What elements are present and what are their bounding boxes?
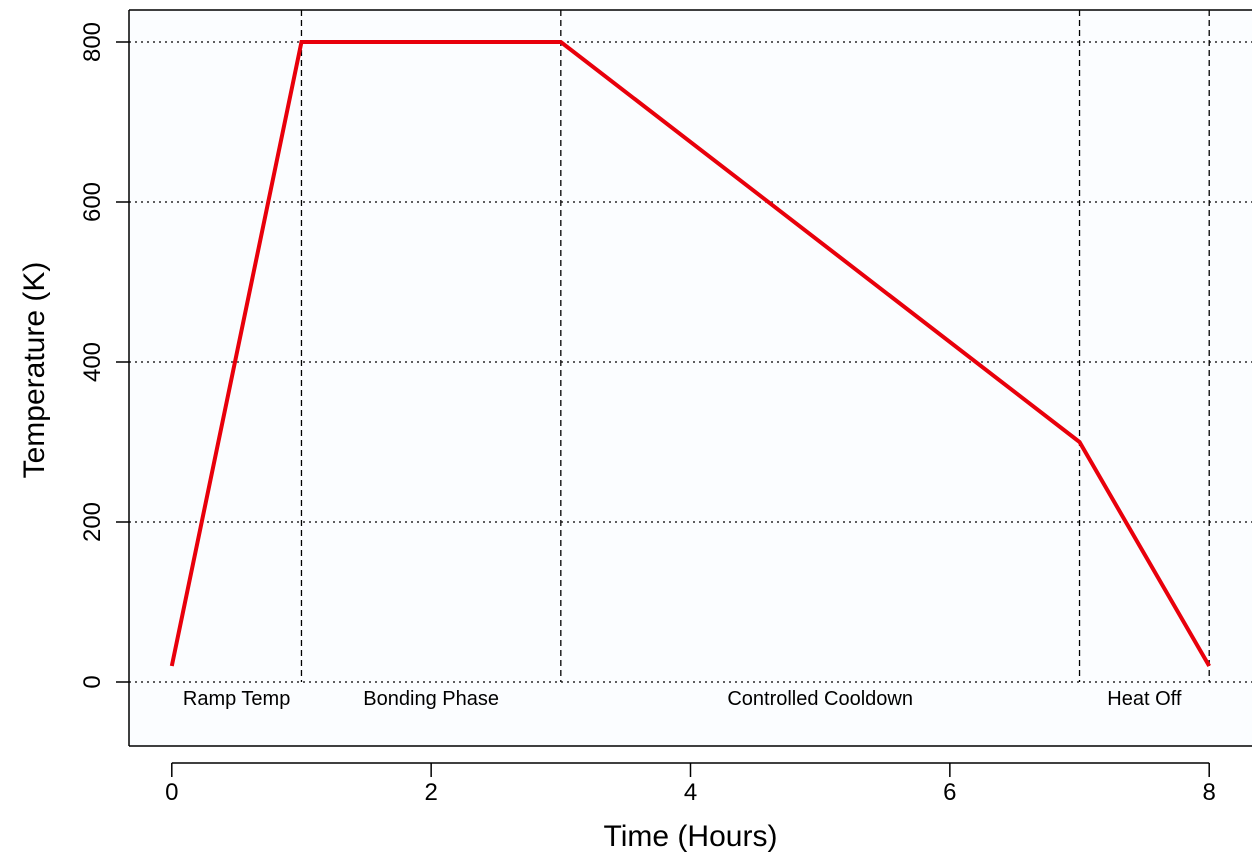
phase-labels: Ramp Temp Bonding Phase Controlled Cooldow… bbox=[183, 688, 1182, 710]
y-axis-title: Temperature (K) bbox=[18, 262, 51, 479]
x-tick-label: 2 bbox=[424, 779, 437, 806]
phase-boundaries bbox=[300, 10, 1210, 682]
y-tick-label: 600 bbox=[79, 182, 106, 222]
x-tick-label: 8 bbox=[1203, 779, 1216, 806]
series-layer bbox=[169, 40, 1211, 668]
phase-label: Controlled Cooldown bbox=[727, 688, 913, 710]
y-tick-label: 200 bbox=[79, 502, 106, 542]
phase-label: Heat Off bbox=[1107, 688, 1182, 710]
y-tick-label: 0 bbox=[79, 675, 106, 688]
axes: 0 2 4 6 8 0 200 400 600 800 bbox=[79, 9, 1252, 806]
phase-label: Ramp Temp bbox=[183, 688, 290, 710]
phase-label: Bonding Phase bbox=[363, 688, 499, 710]
y-tick-label: 400 bbox=[79, 342, 106, 382]
x-tick-label: 0 bbox=[165, 779, 178, 806]
x-tick-label: 4 bbox=[684, 779, 697, 806]
plot-background bbox=[129, 10, 1252, 746]
temperature-series-line bbox=[169, 40, 1211, 668]
x-tick-label: 6 bbox=[943, 779, 956, 806]
y-tick-label: 800 bbox=[79, 22, 106, 62]
x-axis-title: Time (Hours) bbox=[604, 820, 778, 853]
